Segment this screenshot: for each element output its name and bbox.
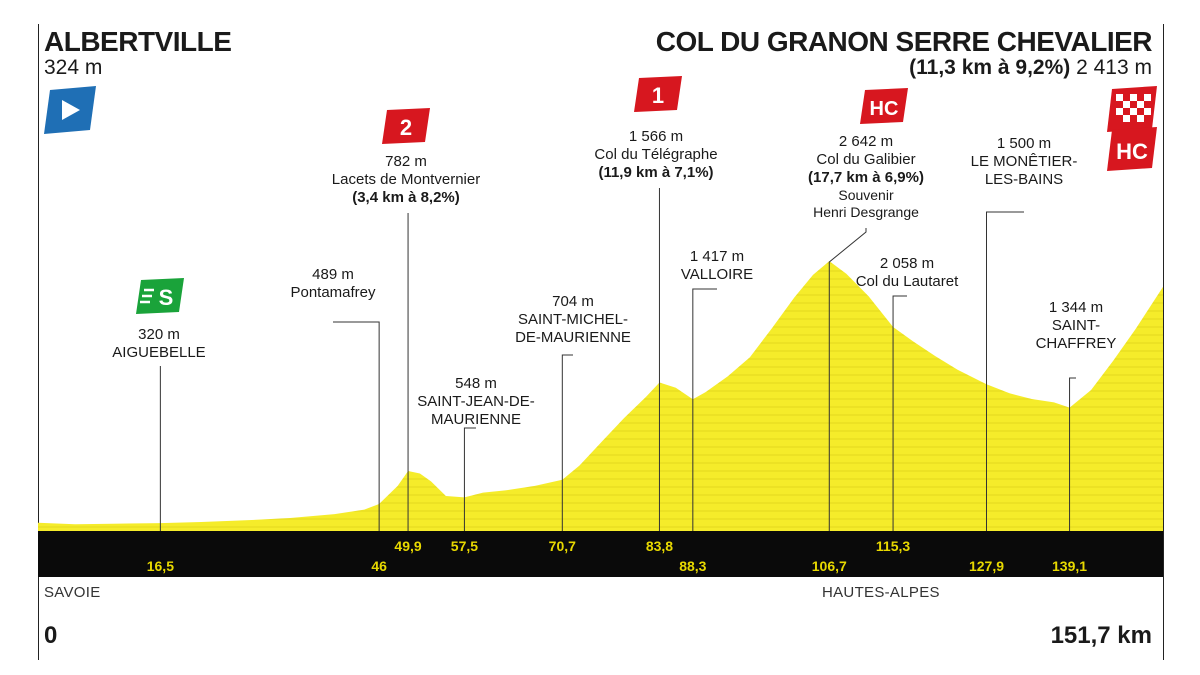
finish-climb: (11,3 km à 9,2%) xyxy=(909,56,1071,79)
climb-cat-1-badge: 1 xyxy=(634,76,682,112)
label-monetier: 1 500 m LE MONÊTIER- LES-BAINS xyxy=(970,135,1078,188)
profile-area xyxy=(38,261,1163,531)
km-tick-4: 70,7 xyxy=(548,538,576,554)
finish-cat-text: HC xyxy=(1116,139,1148,164)
label-saint-chaffrey: 1 344 m SAINT- CHAFFREY xyxy=(1035,299,1117,352)
label-montvernier: 782 m Lacets de Montvernier (3,4 km à 8,2%… xyxy=(331,153,481,206)
leader-line-6 xyxy=(692,288,717,531)
sprint-icon: S xyxy=(136,278,184,314)
leader-line-3 xyxy=(463,427,476,531)
leader-line-10 xyxy=(1069,377,1076,531)
distance-end: 151,7 km xyxy=(1050,622,1152,649)
svg-text:S: S xyxy=(159,285,174,310)
label-saint-michel: 704 m SAINT-MICHEL- DE-MAURIENNE xyxy=(515,293,631,346)
start-flag-icon xyxy=(44,86,96,139)
chart-frame xyxy=(38,24,1164,660)
department-left: SAVOIE xyxy=(44,584,101,601)
department-right: HAUTES-ALPES xyxy=(822,584,940,601)
leader-line-8 xyxy=(892,295,907,531)
finish-flag-icon xyxy=(1107,86,1157,137)
km-band xyxy=(38,531,1163,577)
leader-line-7 xyxy=(828,228,867,531)
svg-text:HC: HC xyxy=(870,98,899,120)
leader-lines xyxy=(159,188,1076,531)
km-tick-10: 139,1 xyxy=(1052,558,1088,574)
km-tick-6: 88,3 xyxy=(679,558,707,574)
km-tick-8: 115,3 xyxy=(875,538,911,554)
finish-climb-line: (11,3 km à 9,2%) 2 413 m xyxy=(909,57,1152,78)
label-galibier: 2 642 m Col du Galibier (17,7 km à 6,9%) S… xyxy=(808,133,924,220)
label-telegraphe: 1 566 m Col du Télégraphe (11,9 km à 7,1%) xyxy=(594,128,718,181)
km-tick-5: 83,8 xyxy=(645,538,674,554)
label-pontamafrey: 489 m Pontamafrey xyxy=(290,266,376,301)
finish-hc-badge: HC xyxy=(1107,127,1157,176)
finish-altitude: 2 413 m xyxy=(1076,56,1152,79)
km-tick-3: 57,5 xyxy=(450,538,479,554)
climb-cat-2-badge: 2 xyxy=(382,108,430,144)
svg-text:2: 2 xyxy=(400,115,412,140)
svg-text:1: 1 xyxy=(652,83,664,108)
climb-cat-hc-badge: HC xyxy=(860,88,908,124)
leader-line-4 xyxy=(561,354,573,531)
finish-name: COL DU GRANON SERRE CHEVALIER xyxy=(655,26,1153,57)
distance-start: 0 xyxy=(44,622,58,649)
km-tick-1: 46 xyxy=(371,558,387,574)
start-altitude: 324 m xyxy=(44,56,103,79)
km-tick-7: 106,7 xyxy=(811,558,847,574)
km-tick-2: 49,9 xyxy=(394,538,422,554)
label-valloire: 1 417 m VALLOIRE xyxy=(680,248,754,283)
leader-line-9 xyxy=(986,211,1024,531)
label-saint-jean: 548 m SAINT-JEAN-DE- MAURIENNE xyxy=(417,375,535,428)
start-name: ALBERTVILLE xyxy=(44,26,232,57)
km-tick-0: 16,5 xyxy=(146,558,174,574)
km-tick-9: 127,9 xyxy=(968,558,1005,574)
leader-line-1 xyxy=(333,321,380,531)
label-lautaret: 2 058 m Col du Lautaret xyxy=(855,255,959,290)
label-aiguebelle: 320 m AIGUEBELLE xyxy=(112,326,206,361)
